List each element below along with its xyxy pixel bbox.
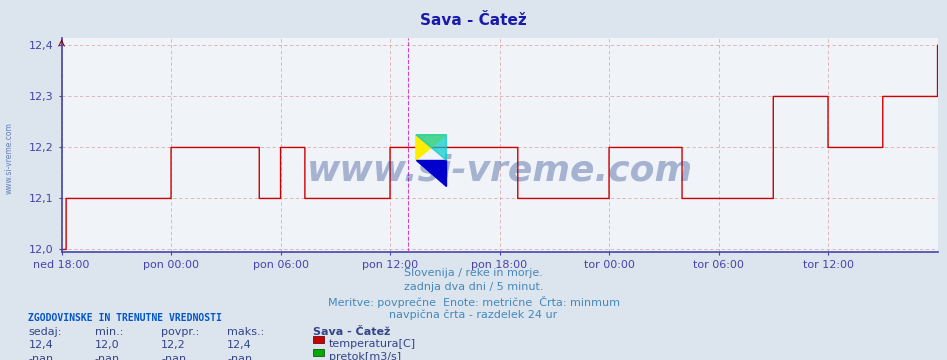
Text: Sava - Čatež: Sava - Čatež (313, 327, 390, 337)
Text: Sava - Čatež: Sava - Čatež (420, 13, 527, 28)
Text: 12,0: 12,0 (95, 340, 119, 350)
Text: 12,2: 12,2 (161, 340, 186, 350)
Text: temperatura[C]: temperatura[C] (329, 339, 416, 349)
Text: -nan: -nan (227, 354, 253, 360)
Text: sedaj:: sedaj: (28, 327, 62, 337)
Text: maks.:: maks.: (227, 327, 264, 337)
Text: www.si-vreme.com: www.si-vreme.com (307, 154, 692, 188)
Text: 12,4: 12,4 (28, 340, 53, 350)
Polygon shape (416, 135, 446, 160)
Text: 12,4: 12,4 (227, 340, 252, 350)
Text: navpična črta - razdelek 24 ur: navpična črta - razdelek 24 ur (389, 309, 558, 320)
Text: pretok[m3/s]: pretok[m3/s] (329, 352, 401, 360)
Text: min.:: min.: (95, 327, 123, 337)
Text: www.si-vreme.com: www.si-vreme.com (5, 122, 14, 194)
Polygon shape (416, 135, 446, 160)
Polygon shape (416, 160, 446, 186)
Text: -nan: -nan (28, 354, 54, 360)
Text: ZGODOVINSKE IN TRENUTNE VREDNOSTI: ZGODOVINSKE IN TRENUTNE VREDNOSTI (28, 313, 223, 323)
Text: povpr.:: povpr.: (161, 327, 199, 337)
Text: Meritve: povprečne  Enote: metrične  Črta: minmum: Meritve: povprečne Enote: metrične Črta:… (328, 296, 619, 307)
Text: zadnja dva dni / 5 minut.: zadnja dva dni / 5 minut. (403, 282, 544, 292)
Text: -nan: -nan (161, 354, 187, 360)
Text: -nan: -nan (95, 354, 120, 360)
Text: Slovenija / reke in morje.: Slovenija / reke in morje. (404, 268, 543, 278)
